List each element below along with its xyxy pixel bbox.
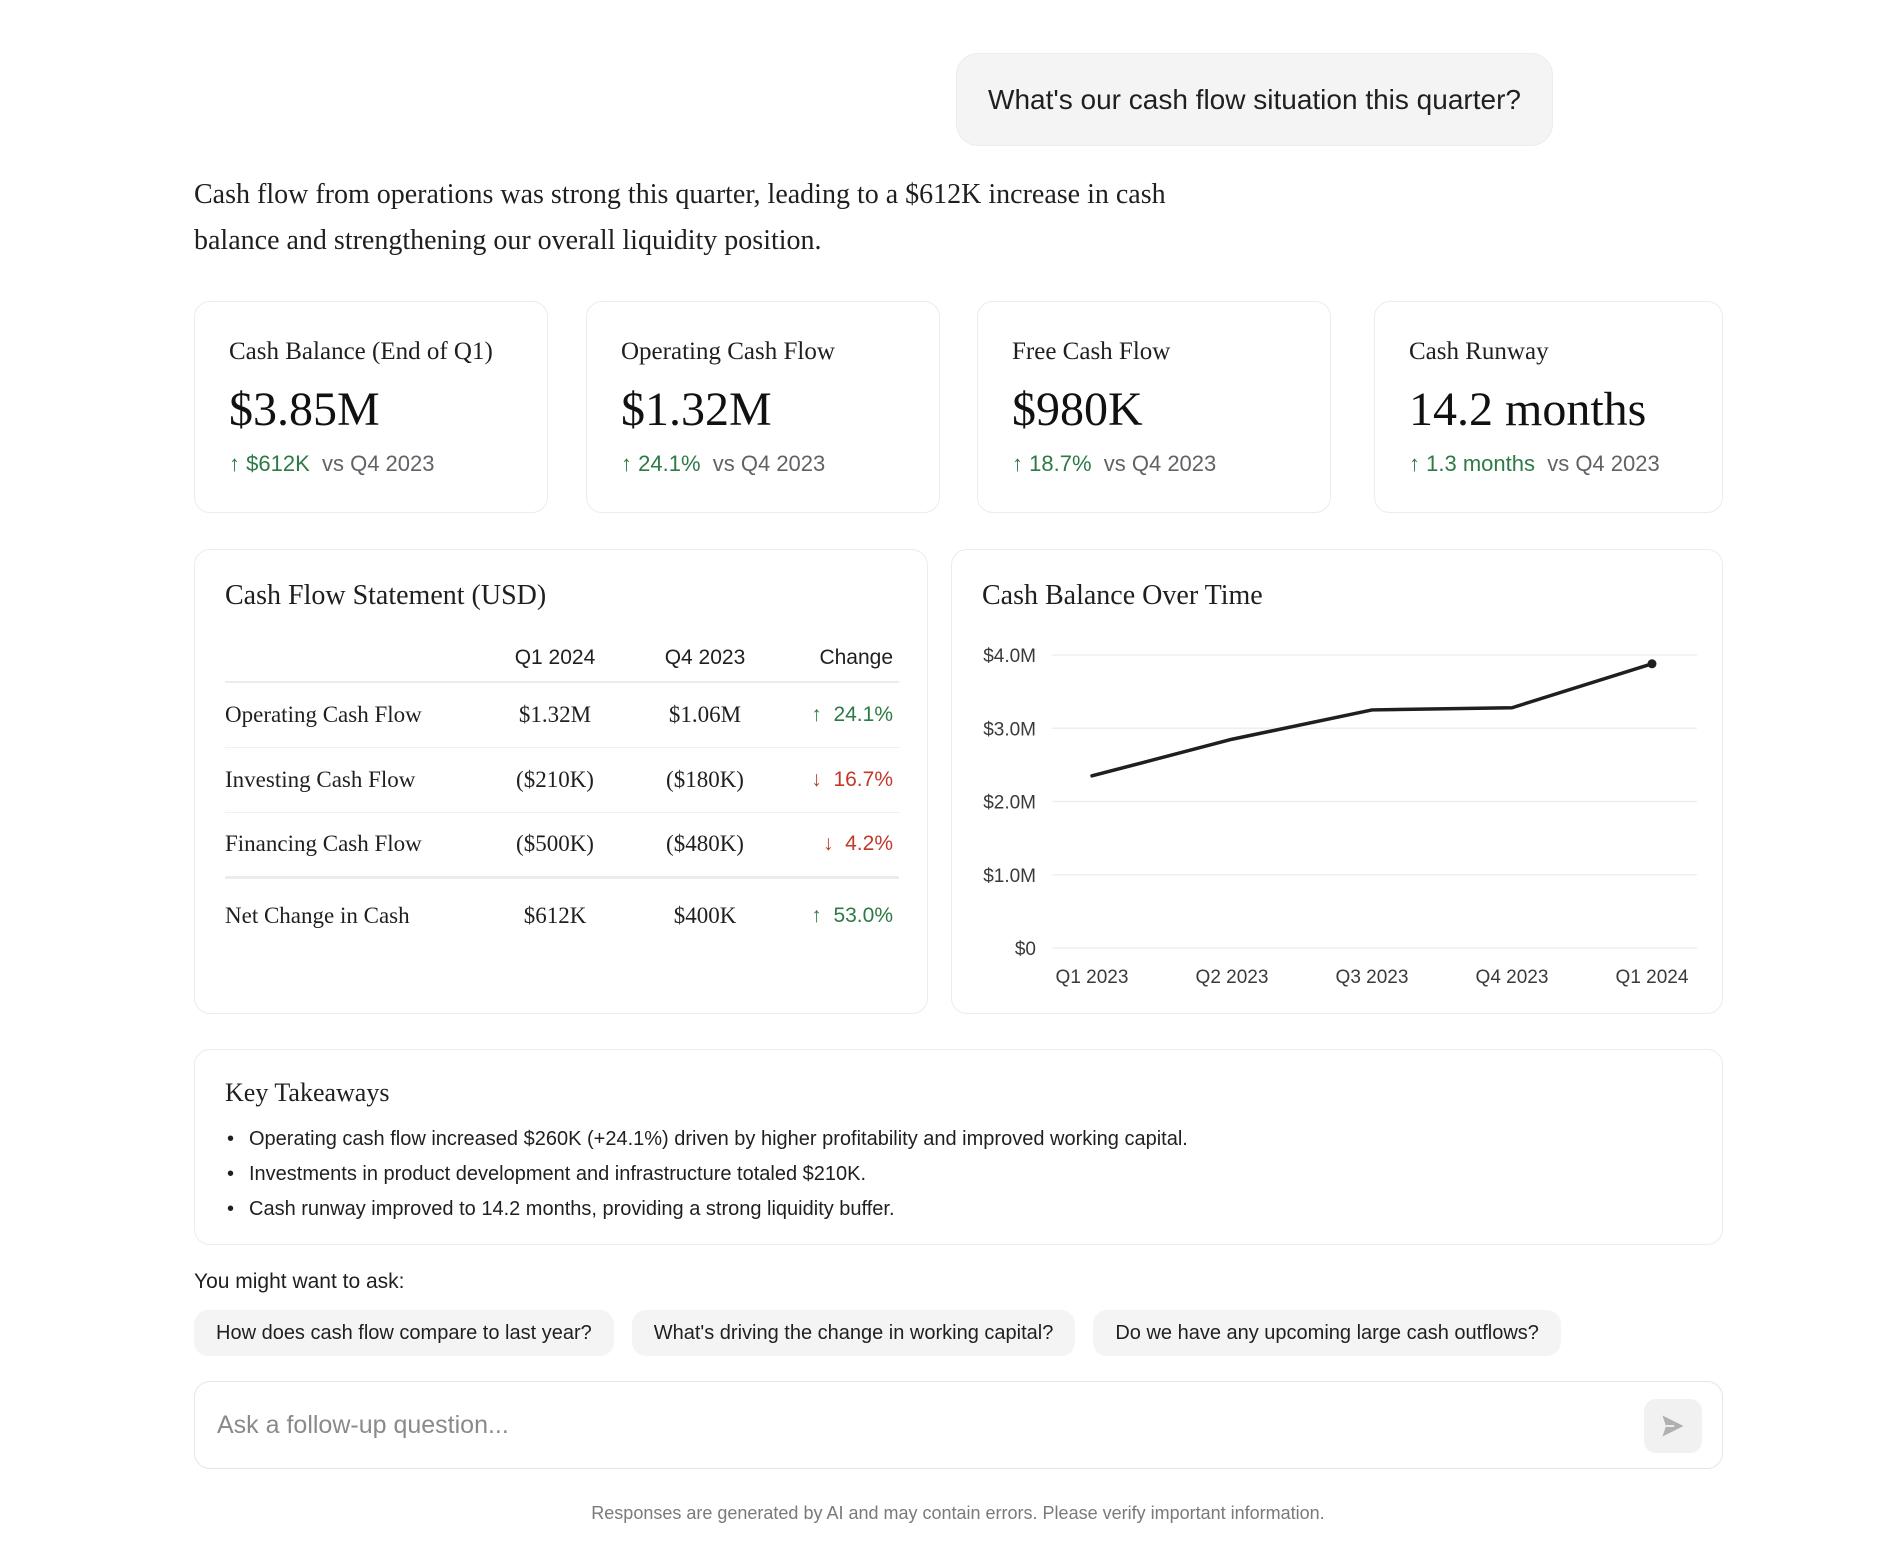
list-item: Operating cash flow increased $260K (+24… [225, 1122, 1692, 1157]
user-message-text: What's our cash flow situation this quar… [988, 83, 1521, 115]
ai-disclaimer: Responses are generated by AI and may co… [591, 1503, 1325, 1523]
arrow-up-icon: ↑ [621, 451, 632, 476]
kpi-delta: ↑ 24.1% vs Q4 2023 [621, 451, 905, 477]
arrow-up-icon: ↑ [811, 903, 822, 927]
kpi-label: Cash Runway [1409, 338, 1549, 365]
cell-q1-2024: $612K [480, 875, 630, 953]
change-value: 4.2% [845, 832, 893, 855]
kpi-delta-value: $612K [246, 451, 310, 476]
row-label: Financing Cash Flow [225, 812, 480, 878]
cell-q1-2024: ($210K) [480, 747, 630, 813]
kpi-value: 14.2 months [1409, 383, 1647, 436]
cell-change: ↑ 24.1% [780, 682, 899, 748]
column-header-change: Change [780, 642, 899, 683]
suggestion-chip-compare-last-year[interactable]: How does cash flow compare to last year? [194, 1310, 614, 1356]
arrow-down-icon: ↓ [811, 767, 822, 791]
kpi-delta-value: 18.7% [1029, 451, 1092, 476]
list-item: Investments in product development and i… [225, 1157, 1692, 1192]
arrow-up-icon: ↑ [811, 702, 822, 726]
kpi-delta: ↑ 18.7% vs Q4 2023 [1012, 451, 1296, 477]
suggestion-chips: How does cash flow compare to last year?… [194, 1310, 1561, 1356]
key-takeaways-card: Key Takeaways Operating cash flow increa… [194, 1049, 1723, 1245]
x-tick-label: Q1 2023 [1056, 967, 1129, 988]
table-row: Operating Cash Flow $1.32M $1.06M ↑ 24.1… [225, 682, 899, 748]
kpi-delta-value: 1.3 months [1426, 451, 1535, 476]
y-tick-label: $2.0M [983, 793, 1036, 814]
cell-q4-2023: $1.06M [630, 682, 780, 748]
kpi-label: Free Cash Flow [1012, 338, 1171, 365]
table-row: Investing Cash Flow ($210K) ($180K) ↓ 16… [225, 747, 899, 813]
kpi-delta-value: 24.1% [638, 451, 701, 476]
row-label: Operating Cash Flow [225, 682, 480, 748]
arrow-down-icon: ↓ [822, 832, 834, 855]
column-header-q4-2023: Q4 2023 [630, 642, 780, 683]
table-row-net-change: Net Change in Cash $612K $400K ↑ 53.0% [225, 875, 899, 953]
cash-flow-statement-card: Cash Flow Statement (USD) Q1 2024 Q4 202… [194, 549, 928, 1014]
suggestion-chip-cash-outflows[interactable]: Do we have any upcoming large cash outfl… [1093, 1310, 1561, 1356]
statement-title: Cash Flow Statement (USD) [225, 580, 547, 611]
y-tick-label: $1.0M [983, 866, 1036, 887]
y-tick-label: $0 [1015, 939, 1036, 960]
assistant-answer: Cash flow from operations was strong thi… [194, 179, 1166, 256]
data-point [1647, 659, 1657, 669]
cell-change: ↑ 53.0% [780, 875, 899, 953]
follow-up-input[interactable] [217, 1400, 1597, 1450]
kpi-value: $3.85M [229, 383, 380, 436]
cash-flow-table: Q1 2024 Q4 2023 Change Operating Cash Fl… [225, 642, 899, 953]
kpi-comparison: vs Q4 2023 [712, 451, 826, 476]
kpi-card-cash-runway: Cash Runway 14.2 months ↑ 1.3 months vs … [1374, 301, 1723, 513]
arrow-up-icon: ↑ [229, 451, 240, 476]
kpi-card-cash-balance: Cash Balance (End of Q1) $3.85M ↑ $612K … [194, 301, 548, 513]
kpi-comparison: vs Q4 2023 [1547, 451, 1660, 476]
user-message-bubble: What's our cash flow situation this quar… [956, 53, 1553, 146]
kpi-delta: ↑ $612K vs Q4 2023 [229, 451, 513, 477]
y-tick-label: $3.0M [983, 719, 1036, 740]
table-row: Financing Cash Flow ($500K) ($480K) ↓ 4.… [225, 812, 899, 878]
kpi-delta: ↑ 1.3 months vs Q4 2023 [1409, 451, 1688, 477]
cell-q1-2024: ($500K) [480, 812, 630, 878]
x-tick-label: Q2 2023 [1196, 967, 1269, 988]
cash-balance-chart-card: Cash Balance Over Time $0 $1.0M $2.0M $3.0M… [951, 549, 1723, 1014]
cell-q1-2024: $1.32M [480, 682, 630, 748]
cell-change: ↓ 4.2% [780, 812, 899, 878]
cell-q4-2023: ($480K) [630, 812, 780, 878]
cell-q4-2023: ($180K) [630, 747, 780, 813]
kpi-label: Cash Balance (End of Q1) [229, 338, 493, 365]
chart-title: Cash Balance Over Time [982, 580, 1263, 611]
kpi-value: $1.32M [621, 383, 772, 436]
suggestion-chip-working-capital[interactable]: What's driving the change in working cap… [631, 1310, 1076, 1356]
x-tick-label: Q3 2023 [1336, 967, 1409, 988]
row-label: Net Change in Cash [225, 875, 480, 953]
arrow-up-icon: ↑ [1409, 451, 1420, 476]
series-line [1090, 662, 1654, 778]
list-item: Cash runway improved to 14.2 months, pro… [225, 1192, 1692, 1227]
change-value: 16.7% [833, 767, 893, 791]
x-tick-label: Q4 2023 [1476, 967, 1549, 988]
kpi-comparison: vs Q4 2023 [321, 451, 435, 476]
cell-change: ↓ 16.7% [780, 747, 899, 813]
takeaways-title: Key Takeaways [225, 1078, 390, 1107]
row-label: Investing Cash Flow [225, 747, 480, 813]
follow-up-composer [194, 1381, 1723, 1469]
cash-balance-line-chart: $0 $1.0M $2.0M $3.0M $4.0M Q1 2023 Q2 2023 Q3 2… [983, 646, 1697, 988]
table-header-row: Q1 2024 Q4 2023 Change [225, 642, 899, 683]
send-icon [1662, 1415, 1684, 1437]
send-button[interactable] [1644, 1399, 1702, 1453]
suggestions-label: You might want to ask: [194, 1270, 405, 1293]
takeaways-list: Operating cash flow increased $260K (+24… [225, 1122, 1692, 1227]
y-tick-label: $4.0M [983, 646, 1036, 667]
kpi-comparison: vs Q4 2023 [1103, 451, 1217, 476]
change-value: 24.1% [833, 702, 893, 726]
kpi-label: Operating Cash Flow [621, 338, 835, 365]
kpi-card-free-cash-flow: Free Cash Flow $980K ↑ 18.7% vs Q4 2023 [977, 301, 1331, 513]
kpi-card-operating-cash-flow: Operating Cash Flow $1.32M ↑ 24.1% vs Q4… [586, 301, 940, 513]
kpi-value: $980K [1012, 383, 1143, 436]
column-header-label [225, 642, 480, 683]
x-tick-label: Q1 2024 [1616, 967, 1689, 988]
cell-q4-2023: $400K [630, 875, 780, 953]
change-value: 53.0% [833, 903, 893, 927]
column-header-q1-2024: Q1 2024 [480, 642, 630, 683]
arrow-up-icon: ↑ [1012, 451, 1023, 476]
